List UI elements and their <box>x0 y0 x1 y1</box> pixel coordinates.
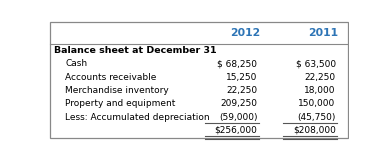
Text: Merchandise inventory: Merchandise inventory <box>65 86 169 95</box>
Text: Less: Accumulated depreciation: Less: Accumulated depreciation <box>65 112 210 122</box>
Text: 22,250: 22,250 <box>226 86 258 95</box>
Text: $256,000: $256,000 <box>215 126 258 135</box>
Text: $ 63,500: $ 63,500 <box>296 59 336 68</box>
Text: $ 68,250: $ 68,250 <box>218 59 258 68</box>
Text: 15,250: 15,250 <box>226 73 258 82</box>
Text: Accounts receivable: Accounts receivable <box>65 73 156 82</box>
Text: 209,250: 209,250 <box>220 99 258 108</box>
Text: Balance sheet at December 31: Balance sheet at December 31 <box>54 46 217 55</box>
Text: 22,250: 22,250 <box>305 73 336 82</box>
Text: 18,000: 18,000 <box>304 86 336 95</box>
Text: Cash: Cash <box>65 59 87 68</box>
Text: Property and equipment: Property and equipment <box>65 99 175 108</box>
Text: (59,000): (59,000) <box>219 112 258 122</box>
Text: 150,000: 150,000 <box>298 99 336 108</box>
Text: $208,000: $208,000 <box>293 126 336 135</box>
Text: 2011: 2011 <box>308 28 339 38</box>
Text: (45,750): (45,750) <box>297 112 336 122</box>
Text: 2012: 2012 <box>230 28 261 38</box>
